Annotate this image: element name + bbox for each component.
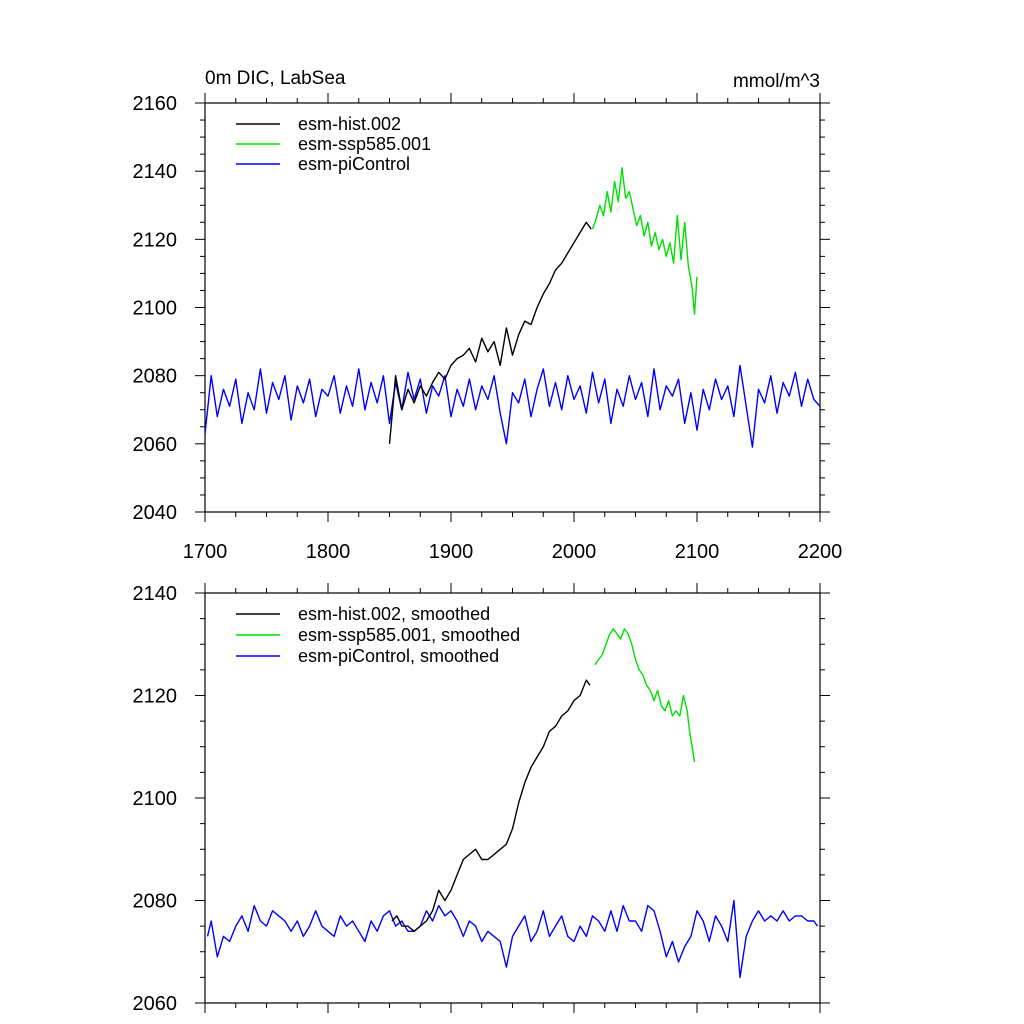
- legend-label-esm-picontrol-smoothed: esm-piControl, smoothed: [298, 646, 499, 666]
- legend-label-esm-hist-002: esm-hist.002: [298, 114, 401, 134]
- series-line-esm-picontrol: [205, 364, 820, 448]
- y-tick-label-2160: 2160: [133, 93, 178, 115]
- x-tick-label-2100: 2100: [675, 541, 720, 563]
- legend-label-esm-ssp585-001-smoothed: esm-ssp585.001, smoothed: [298, 625, 520, 645]
- x-tick-label-1900: 1900: [429, 541, 474, 563]
- y-tick-label-2140: 2140: [133, 583, 178, 605]
- y-tick-label-2100: 2100: [133, 788, 178, 810]
- bottom-panel-dic-smoothed: 2060 2080 2100 2120 2140 esm-hist.002, smooth…: [133, 583, 830, 1015]
- y-tick-label-2080: 2080: [133, 366, 178, 388]
- y-tick-label-2060: 2060: [133, 434, 178, 456]
- series-line-esm-hist-002: [388, 221, 592, 444]
- chart-title: 0m DIC, LabSea: [205, 68, 346, 89]
- units-label: mmol/m^3: [733, 71, 820, 92]
- legend-label-esm-hist-002-smoothed: esm-hist.002, smoothed: [298, 604, 490, 624]
- y-tick-label-2040: 2040: [133, 502, 178, 524]
- y-tick-label-2140: 2140: [133, 161, 178, 183]
- x-tick-label-1800: 1800: [306, 541, 351, 563]
- x-tick-label-2200: 2200: [798, 541, 843, 563]
- y-tick-label-2060: 2060: [133, 993, 178, 1015]
- x-tick-label-1700: 1700: [183, 541, 228, 563]
- y-tick-label-2100: 2100: [133, 298, 178, 320]
- y-tick-label-2120: 2120: [133, 229, 178, 251]
- y-tick-label-2120: 2120: [133, 686, 178, 708]
- series-line-esm-ssp585-001: [591, 167, 698, 315]
- legend-label-esm-ssp585-001: esm-ssp585.001: [298, 134, 431, 154]
- y-tick-label-2080: 2080: [133, 891, 178, 913]
- series-line-esm-ssp585-001-smoothed: [594, 628, 696, 763]
- top-panel-dic-raw: 1700 1800 1900 2000 2100 2200 2040 2060 2080 2100…: [133, 93, 843, 563]
- series-line-esm-picontrol-smoothed: [206, 899, 819, 979]
- series-line-esm-hist-002-smoothed: [391, 679, 591, 932]
- legend-label-esm-picontrol: esm-piControl: [298, 154, 410, 174]
- x-tick-label-2000: 2000: [552, 541, 597, 563]
